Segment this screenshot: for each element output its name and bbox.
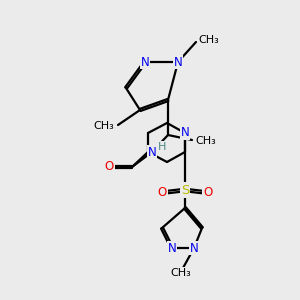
Text: N: N (174, 56, 182, 68)
Text: CH₃: CH₃ (171, 268, 191, 278)
Text: O: O (203, 185, 213, 199)
Text: S: S (181, 184, 189, 196)
Text: O: O (104, 160, 114, 173)
Text: H: H (158, 142, 166, 152)
Text: N: N (168, 242, 176, 254)
Text: N: N (148, 146, 156, 158)
Text: CH₃: CH₃ (93, 121, 114, 131)
Text: N: N (190, 242, 198, 254)
Text: O: O (158, 185, 166, 199)
Text: N: N (141, 56, 149, 68)
Text: CH₃: CH₃ (198, 35, 219, 45)
Text: N: N (181, 127, 189, 140)
Text: CH₃: CH₃ (195, 136, 216, 146)
